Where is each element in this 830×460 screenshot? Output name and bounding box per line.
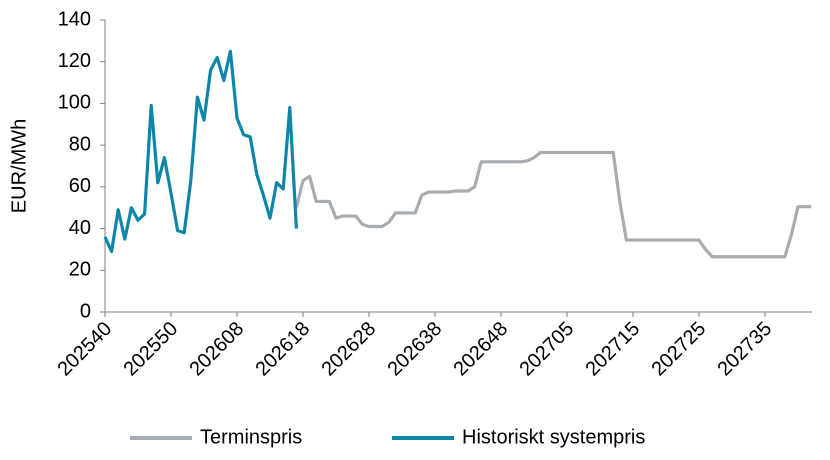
x-tick-label: 202735 — [714, 318, 777, 381]
legend-label: Historiskt systempris — [462, 426, 645, 448]
y-tick-label: 100 — [58, 92, 91, 114]
x-tick-label: 202540 — [54, 318, 117, 381]
y-tick-label: 0 — [80, 300, 91, 322]
x-tick-label: 202550 — [120, 318, 183, 381]
x-tick-label: 202608 — [186, 318, 249, 381]
y-tick-label: 120 — [58, 50, 91, 72]
x-tick-label: 202705 — [516, 318, 579, 381]
legend-label: Terminspris — [200, 426, 302, 448]
x-tick-label: 202628 — [318, 318, 381, 381]
y-axis-title: EUR/MWh — [8, 119, 30, 213]
x-tick-label: 202648 — [450, 318, 513, 381]
series-line — [103, 49, 298, 254]
series-line — [294, 150, 812, 259]
x-tick-label: 202715 — [582, 318, 645, 381]
y-tick-label: 60 — [69, 175, 91, 197]
y-tick-label: 140 — [58, 8, 91, 30]
y-tick-label: 80 — [69, 133, 91, 155]
y-tick-label: 40 — [69, 217, 91, 239]
x-tick-label: 202725 — [648, 318, 711, 381]
y-tick-label: 20 — [69, 259, 91, 281]
x-tick-label: 202638 — [384, 318, 447, 381]
x-tick-label: 202618 — [252, 318, 315, 381]
